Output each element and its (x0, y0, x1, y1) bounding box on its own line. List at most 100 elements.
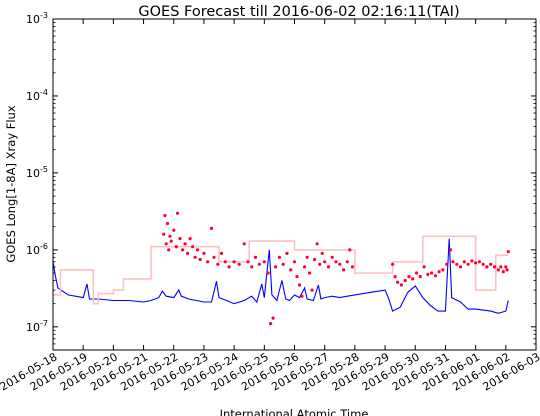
series-2-point-34 (262, 260, 266, 264)
series-2-point-27 (232, 260, 236, 264)
y-tick-label-0: 10-7 (26, 319, 48, 334)
series-2-point-28 (237, 262, 241, 266)
series-2-point-79 (445, 262, 449, 266)
series-2-point-1 (163, 213, 167, 218)
series-2-point-77 (437, 270, 441, 274)
series-2-point-78 (441, 268, 445, 272)
series-2-point-84 (462, 260, 466, 264)
y-axis-label: GOES Long[1-8A] Xray Flux (4, 105, 18, 263)
series-2-point-73 (422, 265, 426, 269)
series-2-point-71 (414, 271, 419, 275)
series-2-point-40 (281, 262, 285, 266)
series-2-point-42 (289, 268, 293, 272)
series-2-point-18 (198, 257, 202, 262)
series-2-point-47 (303, 265, 307, 269)
series-2-point-51 (313, 257, 317, 262)
series-2-point-98 (506, 250, 510, 254)
y-tick-label-3: 10-4 (26, 88, 48, 103)
plot-area (52, 211, 510, 326)
y-tick-label-2: 10-5 (26, 165, 48, 180)
series-2-point-31 (250, 265, 254, 269)
series-2-point-69 (407, 275, 411, 279)
x-axis-label: International Atomic Time (220, 407, 369, 416)
series-2-point-41 (285, 251, 289, 255)
series-2-point-57 (330, 255, 334, 259)
series-2-point-44 (295, 275, 299, 279)
series-2-point-95 (501, 270, 505, 274)
series-2-point-93 (496, 268, 500, 272)
series-2-point-2 (164, 242, 168, 246)
series-2-point-39 (277, 255, 281, 259)
series-2-point-60 (342, 268, 346, 272)
series-2-point-96 (504, 265, 508, 269)
series-2-point-89 (481, 262, 485, 266)
series-2-point-16 (193, 255, 197, 259)
y-tick-label-4: 10-3 (26, 11, 48, 26)
series-2-point-63 (350, 265, 354, 269)
series-2-point-35 (266, 271, 270, 275)
series-2-point-94 (499, 265, 503, 269)
series-2-point-24 (219, 251, 224, 255)
series-2-point-23 (216, 262, 220, 266)
series-2-point-72 (418, 275, 422, 279)
series-2-point-12 (183, 242, 187, 246)
series-2-point-26 (227, 265, 231, 269)
series-2-point-7 (172, 228, 176, 232)
series-2-point-55 (323, 260, 327, 264)
series-2-point-14 (188, 237, 192, 241)
series-2-point-45 (297, 283, 302, 287)
series-2-point-36 (269, 322, 273, 326)
series-2-point-9 (175, 211, 180, 215)
series-2-point-56 (326, 265, 331, 269)
series-2-point-43 (292, 260, 297, 264)
series-2-point-86 (470, 259, 474, 263)
series-2-point-75 (430, 271, 434, 275)
series-2-point-0 (162, 232, 166, 236)
series-2-point-58 (334, 260, 338, 264)
series-2-point-13 (186, 251, 190, 255)
series-2-point-53 (318, 262, 322, 266)
series-2-point-85 (466, 262, 470, 266)
series-2-point-10 (178, 237, 182, 241)
series-2-point-8 (174, 245, 178, 249)
series-2-point-50 (310, 288, 314, 292)
series-2-point-32 (253, 255, 258, 259)
series-2-point-46 (300, 294, 304, 298)
series-2-point-83 (458, 265, 463, 269)
series-2-point-29 (242, 242, 246, 246)
series-2-point-37 (271, 316, 275, 320)
series-2-point-65 (393, 275, 397, 279)
series-2-point-70 (411, 277, 415, 281)
series-2-point-61 (345, 260, 349, 264)
chart-title: GOES Forecast till 2016-06-02 02:16:11(T… (138, 4, 459, 20)
series-2-point-52 (315, 242, 319, 246)
series-2-point-22 (212, 255, 216, 259)
series-2-point-20 (206, 260, 210, 264)
series-2-point-82 (455, 262, 459, 266)
series-2-point-59 (338, 262, 342, 266)
series-2-point-25 (223, 260, 227, 264)
axes: 10-710-610-510-410-32016-05-182016-05-19… (0, 11, 540, 394)
series-2-point-62 (348, 248, 352, 252)
series-2-point-6 (169, 239, 173, 243)
series-2-point-68 (403, 278, 407, 283)
series-2-point-67 (399, 283, 403, 287)
series-2-point-88 (477, 260, 481, 264)
series-2-point-91 (489, 262, 493, 266)
series-2-point-19 (202, 251, 206, 255)
y-tick-label-1: 10-6 (26, 242, 48, 257)
series-2-point-66 (396, 280, 400, 284)
series-2-point-54 (320, 251, 324, 255)
series-2-point-76 (433, 274, 437, 278)
series-2-point-90 (485, 265, 489, 269)
series-2-point-48 (305, 255, 309, 259)
series-2-point-64 (391, 262, 395, 266)
series-2-point-81 (451, 260, 455, 264)
series-2-point-87 (474, 261, 478, 265)
series-2-point-11 (181, 248, 185, 252)
series-2-point-33 (257, 262, 261, 266)
series-2-point-21 (209, 226, 214, 230)
series-2-point-74 (426, 272, 430, 276)
series-2-point-38 (274, 265, 278, 269)
